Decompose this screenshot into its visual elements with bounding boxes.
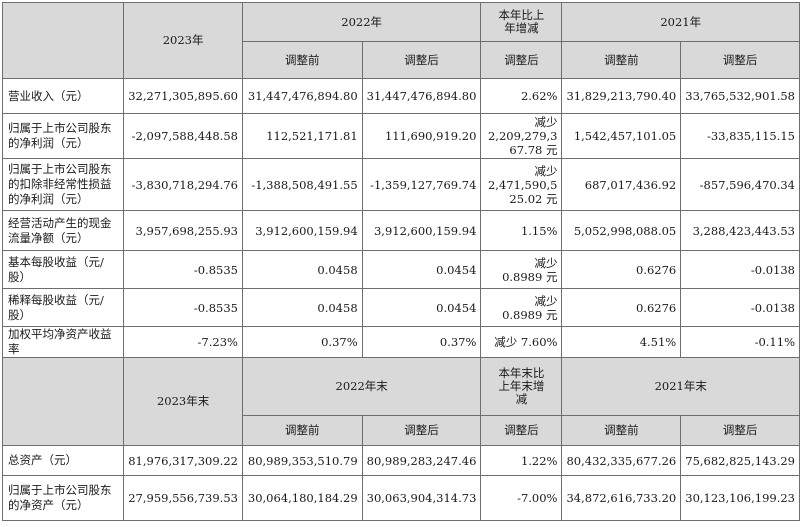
table-row: 稀释每股收益（元/股） -0.8535 0.0458 0.0454 减少 0.8989 元… [1,288,800,327]
header-2021-end-after: 调整后 [680,415,800,446]
value-2021-after: 30,123,106,199.23 [680,475,800,521]
value-2021-before: 1,542,457,101.05 [561,113,682,159]
row-label: 加权平均净资产收益率 [1,326,125,358]
header-row-top-2: 调整前 调整后 调整后 调整前 调整后 [3,41,800,79]
header-2023-end: 2023年末 [123,357,243,446]
header-row-bottom-2: 调整前 调整后 调整后 调整前 调整后 [3,415,800,446]
value-2023: -2,097,588,448.58 [123,113,243,159]
header-2021-end-before: 调整前 [561,415,682,446]
header-2022-end-before: 调整前 [241,415,363,446]
header-change-end-after: 调整后 [480,415,563,446]
value-change: 减少 0.8989 元 [480,288,563,327]
value-2021-after: -0.0138 [680,288,800,327]
value-2022-before: 0.0458 [241,288,363,327]
value-2022-before: 112,521,171.81 [241,113,363,159]
row-label: 营业收入（元） [1,78,125,114]
table-row: 加权平均净资产收益率 -7.23% 0.37% 0.37% 减少 7.60% 4.51% -… [1,326,800,358]
table-row: 总资产（元） 81,976,317,309.22 80,989,353,510.79… [1,445,800,476]
value-2021-after: 3,288,423,443.53 [680,210,800,251]
value-change: 减少 0.8989 元 [480,250,563,289]
value-2021-after: 33,765,532,901.58 [680,78,800,114]
row-label: 归属于上市公司股东的净资产（元） [1,475,125,521]
value-2021-before: 0.6276 [561,250,682,289]
value-2022-before: 80,989,353,510.79 [241,445,363,476]
header-blank-cell [1,357,125,446]
value-2022-before: -1,388,508,491.55 [241,158,363,211]
row-label: 经营活动产生的现金流量净额（元） [1,210,125,251]
value-change: 1.15% [480,210,563,251]
header-2021-after: 调整后 [680,41,800,79]
header-change: 本年比上 年增减 [480,2,563,42]
value-2021-after: 75,682,825,143.29 [680,445,800,476]
value-2022-after: 0.0454 [361,250,482,289]
header-2022: 2022年 [241,2,482,42]
row-label: 稀释每股收益（元/股） [1,288,125,327]
row-label: 归属于上市公司股东的净利润（元） [1,113,125,159]
value-2022-after: 80,989,283,247.46 [361,445,482,476]
value-2022-after: 30,063,904,314.73 [361,475,482,521]
value-2022-before: 0.37% [241,326,363,358]
value-2021-before: 34,872,616,733.20 [561,475,682,521]
value-2023: 81,976,317,309.22 [123,445,243,476]
header-2021-end: 2021年末 [561,357,800,416]
value-2023: 32,271,305,895.60 [123,78,243,114]
value-2021-before: 5,052,998,088.05 [561,210,682,251]
value-change: 1.22% [480,445,563,476]
value-change: 减少 7.60% [480,326,563,358]
row-label: 基本每股收益（元/股） [1,250,125,289]
value-2023: -0.8535 [123,250,243,289]
value-change: -7.00% [480,475,563,521]
header-2021: 2021年 [561,2,800,42]
value-2022-after: 0.37% [361,326,482,358]
value-2021-before: 4.51% [561,326,682,358]
header-2022-before: 调整前 [241,41,363,79]
value-2021-before: 0.6276 [561,288,682,327]
value-2021-after: -0.11% [680,326,800,358]
header-row-top-1: 2023年 2022年 本年比上 年增减 2021年 [1,2,800,79]
value-2021-after: -857,596,470.34 [680,158,800,211]
value-2022-before: 31,447,476,894.80 [241,78,363,114]
value-2022-after: -1,359,127,769.74 [361,158,482,211]
header-2022-after: 调整后 [361,41,482,79]
value-2021-before: 80,432,335,677.26 [561,445,682,476]
header-row-bottom-1: 2023年末 2022年末 本年末比 上年末增减 2021年末 [1,357,800,446]
table-row: 营业收入（元） 32,271,305,895.60 31,447,476,894.8… [1,78,800,114]
table-row: 经营活动产生的现金流量净额（元） 3,957,698,255.93 3,912,60… [1,210,800,251]
row-label: 归属于上市公司股东的扣除非经常性损益的净利润（元） [1,158,125,211]
value-2023: 27,959,556,739.53 [123,475,243,521]
header-change-after: 调整后 [480,41,563,79]
row-label: 总资产（元） [1,445,125,476]
value-2021-after: -33,835,115.15 [680,113,800,159]
header-2023: 2023年 [123,2,243,79]
value-change: 减少 2,209,279,3 67.78 元 [480,113,563,159]
value-change: 减少 2,471,590,5 25.02 元 [480,158,563,211]
value-2022-before: 30,064,180,184.29 [241,475,363,521]
header-2021-before: 调整前 [561,41,682,79]
value-2021-before: 31,829,213,790.40 [561,78,682,114]
value-2021-before: 687,017,436.92 [561,158,682,211]
value-2022-after: 31,447,476,894.80 [361,78,482,114]
value-2022-before: 3,912,600,159.94 [241,210,363,251]
header-2022-end-after: 调整后 [361,415,482,446]
value-2022-after: 3,912,600,159.94 [361,210,482,251]
value-2021-after: -0.0138 [680,250,800,289]
header-change-end: 本年末比 上年末增减 [480,357,563,416]
table-row: 归属于上市公司股东的净资产（元） 27,959,556,739.53 30,064,… [1,475,800,521]
value-2023: 3,957,698,255.93 [123,210,243,251]
table-row: 归属于上市公司股东的扣除非经常性损益的净利润（元） -3,830,718,294.… [1,158,800,211]
table-row: 归属于上市公司股东的净利润（元） -2,097,588,448.58 112,521… [1,113,800,159]
header-2022-end: 2022年末 [241,357,482,416]
value-2023: -0.8535 [123,288,243,327]
value-2022-after: 0.0454 [361,288,482,327]
value-2022-before: 0.0458 [241,250,363,289]
value-change: 2.62% [480,78,563,114]
value-2023: -3,830,718,294.76 [123,158,243,211]
value-2022-after: 111,690,919.20 [361,113,482,159]
table-row: 基本每股收益（元/股） -0.8535 0.0458 0.0454 减少 0.8989 元… [1,250,800,289]
header-blank-cell [1,2,125,79]
value-2023: -7.23% [123,326,243,358]
